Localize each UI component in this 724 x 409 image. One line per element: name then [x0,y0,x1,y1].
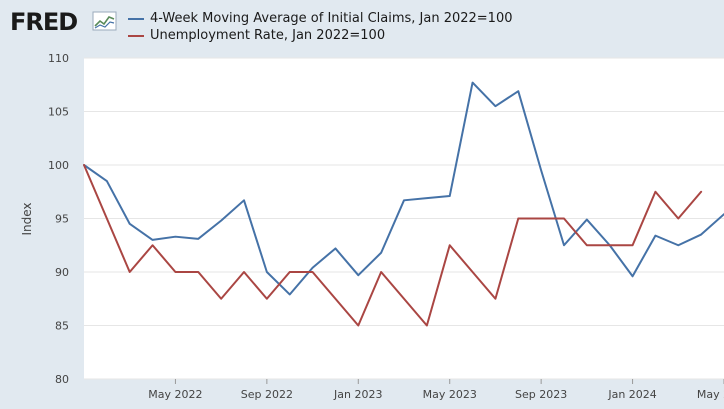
gridlines [84,57,724,380]
x-tick-label: May 2024 [697,388,724,401]
legend-swatch-unemployment [128,34,144,37]
y-tick-label: 105 [48,106,69,119]
series-line-initial-claims[interactable] [83,81,724,296]
chart-legend: 4-Week Moving Average of Initial Claims,… [128,10,513,44]
chart-header: FRED 4-Week Moving Average of Initial Cl… [0,0,724,50]
legend-label-unemployment: Unemployment Rate, Jan 2022=100 [150,28,386,43]
y-tick-label: 90 [55,266,69,279]
legend-item-unemployment[interactable]: Unemployment Rate, Jan 2022=100 [128,27,513,44]
legend-swatch-claims [128,17,144,20]
series-line-unemployment-rate[interactable] [83,164,703,327]
y-tick-label: 110 [48,52,69,65]
series-lines [83,81,724,327]
x-tick-label: May 2022 [148,388,202,401]
legend-label-claims: 4-Week Moving Average of Initial Claims,… [150,11,513,26]
y-axis-title: Index [20,202,34,235]
legend-item-claims[interactable]: 4-Week Moving Average of Initial Claims,… [128,10,513,27]
y-tick-label: 80 [55,373,69,386]
x-tick-label: Sep 2022 [241,388,293,401]
fred-logo-graph-icon [92,11,117,31]
y-tick-label: 95 [55,213,69,226]
y-tick-label: 85 [55,320,69,333]
y-axis-ticks: 80 85 90 95 100 105 110 [48,52,69,386]
x-tick-label: Jan 2024 [607,388,656,401]
x-tick-label: Sep 2023 [515,388,567,401]
y-tick-label: 100 [48,159,69,172]
x-tick-label: May 2023 [423,388,477,401]
fred-logo: FRED [10,8,78,36]
x-tick-label: Jan 2023 [333,388,382,401]
x-axis-ticks: May 2022 Sep 2022 Jan 2023 May 2023 Sep 2023… [148,379,724,401]
